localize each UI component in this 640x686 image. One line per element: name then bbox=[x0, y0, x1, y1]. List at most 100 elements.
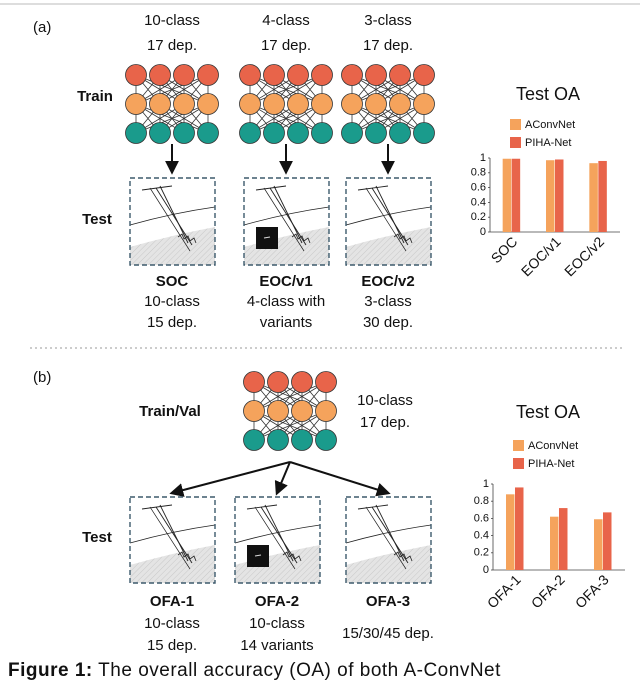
y-tick-label: 0.2 bbox=[474, 547, 489, 559]
y-tick-label: 1 bbox=[483, 478, 489, 490]
legend-swatch bbox=[510, 119, 521, 130]
neuron bbox=[341, 93, 363, 115]
chart-title: Test OA bbox=[516, 402, 580, 422]
y-tick-label: 0.2 bbox=[471, 211, 486, 223]
curve bbox=[243, 206, 330, 226]
network bbox=[243, 371, 337, 451]
arrow bbox=[169, 461, 291, 497]
bar bbox=[594, 519, 603, 570]
y-tick-label: 0.4 bbox=[471, 196, 486, 208]
connection bbox=[249, 74, 323, 105]
legend-swatch bbox=[510, 137, 521, 148]
spring bbox=[177, 551, 197, 562]
pole bbox=[264, 504, 294, 562]
arrow bbox=[274, 461, 291, 496]
neuron bbox=[125, 122, 147, 144]
neuron bbox=[173, 64, 195, 86]
train-info: 17 dep. bbox=[360, 414, 410, 431]
neuron bbox=[315, 429, 337, 451]
test-name: EOC/v2 bbox=[361, 273, 414, 290]
test-name: SOC bbox=[156, 273, 189, 290]
network bbox=[239, 64, 333, 144]
wire bbox=[255, 185, 287, 191]
neuron bbox=[239, 122, 261, 144]
shaded-region bbox=[346, 545, 431, 583]
neuron bbox=[125, 64, 147, 86]
neuron bbox=[389, 93, 411, 115]
legend-label: PIHA-Net bbox=[525, 137, 571, 149]
neuron bbox=[389, 64, 411, 86]
train-header: 17 dep. bbox=[261, 37, 311, 54]
chart-title: Test OA bbox=[516, 84, 580, 104]
y-tick-label: 0 bbox=[480, 226, 486, 238]
wire bbox=[365, 187, 407, 252]
neuron bbox=[365, 64, 387, 86]
shaded-region bbox=[235, 545, 320, 583]
test-info: 15 dep. bbox=[147, 314, 197, 331]
test-image bbox=[243, 177, 330, 266]
curve bbox=[345, 524, 432, 544]
neuron bbox=[365, 122, 387, 144]
wire bbox=[357, 504, 389, 510]
neuron bbox=[149, 64, 171, 86]
connection bbox=[351, 74, 425, 105]
bar bbox=[550, 516, 559, 570]
y-tick-label: 0 bbox=[483, 564, 489, 576]
target bbox=[254, 554, 262, 557]
pole bbox=[260, 506, 298, 564]
bar bbox=[511, 158, 521, 232]
neuron bbox=[413, 93, 435, 115]
connection bbox=[351, 103, 425, 134]
neuron bbox=[263, 93, 285, 115]
spring bbox=[393, 551, 413, 562]
network bbox=[341, 64, 435, 144]
legend-swatch bbox=[513, 440, 524, 451]
x-tick-label: OFA-3 bbox=[572, 571, 612, 611]
y-tick-label: 0.6 bbox=[471, 182, 486, 194]
train-header: 17 dep. bbox=[147, 37, 197, 54]
target bbox=[263, 236, 271, 239]
shaded-region bbox=[244, 227, 329, 265]
test-info: 15 dep. bbox=[147, 637, 197, 654]
neuron bbox=[267, 429, 289, 451]
neuron bbox=[389, 122, 411, 144]
legend-label: AConvNet bbox=[525, 119, 575, 131]
neuron bbox=[413, 122, 435, 144]
pole bbox=[375, 185, 405, 244]
neuron bbox=[243, 400, 265, 422]
caption-label: Figure 1: bbox=[8, 660, 93, 681]
neuron bbox=[341, 64, 363, 86]
neuron bbox=[197, 93, 219, 115]
wire bbox=[141, 185, 173, 191]
neuron bbox=[287, 122, 309, 144]
x-tick-label: SOC bbox=[488, 233, 521, 266]
shaded-region bbox=[130, 545, 215, 583]
neuron bbox=[311, 64, 333, 86]
y-tick-label: 0.6 bbox=[474, 512, 489, 524]
curve bbox=[234, 524, 321, 544]
test-image bbox=[345, 496, 432, 584]
neuron bbox=[315, 400, 337, 422]
neuron bbox=[173, 122, 195, 144]
wire bbox=[365, 506, 407, 570]
test-info: 10-class bbox=[144, 615, 200, 632]
neuron bbox=[291, 400, 313, 422]
wire bbox=[246, 504, 278, 510]
y-tick-label: 0.4 bbox=[474, 530, 489, 542]
test-info: 10-class bbox=[144, 293, 200, 310]
x-tick-label: OFA-1 bbox=[484, 571, 524, 611]
neuron bbox=[311, 93, 333, 115]
test-name: OFA-1 bbox=[150, 593, 194, 610]
test-info: 10-class bbox=[249, 615, 305, 632]
train-header: 17 dep. bbox=[363, 37, 413, 54]
test-info: 15/30/45 dep. bbox=[342, 625, 434, 642]
box-border bbox=[129, 496, 216, 584]
curve bbox=[129, 524, 216, 544]
bar bbox=[546, 160, 555, 232]
neuron bbox=[287, 93, 309, 115]
neuron bbox=[239, 93, 261, 115]
pole bbox=[155, 506, 193, 564]
spring bbox=[282, 551, 302, 562]
bar bbox=[559, 508, 568, 570]
